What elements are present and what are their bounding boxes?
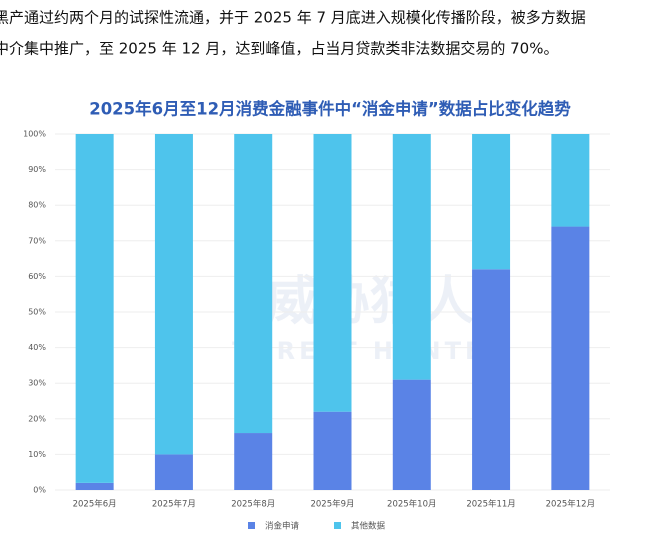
watermark: THREAT HUNTER: [232, 337, 508, 365]
bar-segment: [551, 134, 590, 227]
x-tick-label: 2025年6月: [73, 499, 117, 510]
y-tick-label: 10%: [28, 450, 46, 459]
y-tick-label: 30%: [28, 379, 46, 388]
legend-label: 消金申请: [265, 521, 300, 532]
x-tick-label: 2025年7月: [152, 499, 196, 510]
legend-label: 其他数据: [351, 521, 386, 532]
y-tick-label: 90%: [28, 165, 46, 174]
bar-segment: [234, 433, 273, 490]
bar-segment: [551, 226, 590, 490]
bar-segment: [313, 134, 352, 412]
x-tick-label: 2025年12月: [546, 499, 595, 510]
y-tick-label: 40%: [28, 343, 46, 352]
bar-segment: [392, 379, 431, 490]
y-tick-label: 100%: [23, 130, 46, 139]
paragraph-line: 中介集中推广，至 2025 年 12 月，达到峰值，占当月贷款类非法数据交易的 …: [0, 40, 558, 58]
bar-segment: [392, 134, 431, 380]
legend-swatch: [334, 522, 341, 529]
x-tick-label: 2025年8月: [231, 499, 275, 510]
x-tick-label: 2025年10月: [387, 499, 436, 510]
bar-segment: [234, 134, 273, 434]
bar-segment: [313, 411, 352, 490]
watermark: 威胁猎人: [266, 272, 474, 332]
y-tick-label: 70%: [28, 236, 46, 245]
legend-swatch: [248, 522, 255, 529]
bar-segment: [154, 454, 193, 490]
chart-title: 2025年6月至12月消费金融事件中“消金申请”数据占比变化趋势: [89, 99, 571, 119]
bar-segment: [472, 134, 511, 270]
y-tick-label: 50%: [28, 308, 46, 317]
y-tick-label: 0%: [33, 486, 46, 495]
x-tick-label: 2025年11月: [466, 499, 515, 510]
paragraph-line: 黑产通过约两个月的试探性流通，并于 2025 年 7 月底进入规模化传播阶段，被…: [0, 9, 586, 27]
y-tick-label: 20%: [28, 414, 46, 423]
bar-segment: [472, 269, 511, 490]
x-tick-label: 2025年9月: [310, 499, 354, 510]
bar-segment: [75, 134, 114, 483]
y-tick-label: 60%: [28, 272, 46, 281]
bar-segment: [75, 482, 114, 490]
y-tick-label: 80%: [28, 201, 46, 210]
bar-segment: [154, 134, 193, 455]
